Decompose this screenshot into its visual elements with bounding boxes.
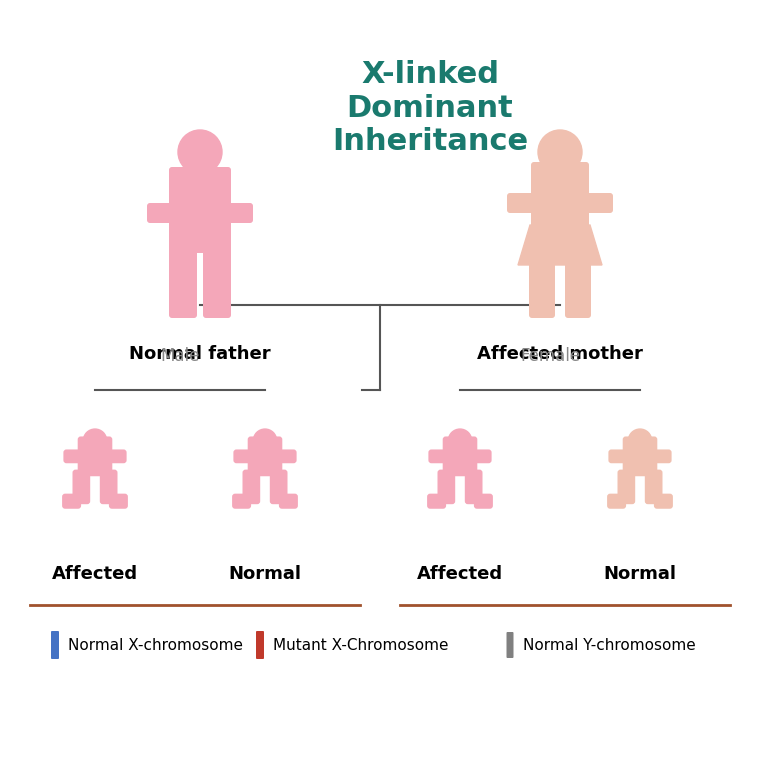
FancyBboxPatch shape (562, 183, 570, 217)
Circle shape (538, 130, 582, 174)
Circle shape (83, 429, 107, 452)
FancyBboxPatch shape (169, 167, 231, 253)
FancyBboxPatch shape (617, 470, 636, 504)
FancyBboxPatch shape (190, 183, 198, 217)
FancyBboxPatch shape (267, 439, 273, 461)
Text: Affected mother: Affected mother (477, 345, 643, 363)
FancyBboxPatch shape (169, 244, 197, 318)
FancyBboxPatch shape (427, 494, 446, 508)
Text: Male: Male (160, 347, 200, 365)
FancyBboxPatch shape (105, 449, 126, 464)
FancyBboxPatch shape (529, 260, 555, 318)
FancyBboxPatch shape (257, 437, 264, 463)
FancyBboxPatch shape (645, 470, 662, 504)
Text: Affected: Affected (417, 565, 503, 583)
FancyBboxPatch shape (650, 449, 671, 464)
FancyBboxPatch shape (203, 244, 231, 318)
FancyBboxPatch shape (474, 494, 493, 508)
Text: X-linked
Dominant
Inheritance: X-linked Dominant Inheritance (332, 60, 528, 157)
Text: Affected: Affected (52, 565, 138, 583)
FancyBboxPatch shape (465, 470, 482, 504)
Text: Female: Female (520, 347, 580, 365)
Circle shape (253, 429, 277, 452)
Circle shape (629, 429, 652, 452)
FancyBboxPatch shape (550, 183, 558, 217)
FancyBboxPatch shape (623, 436, 658, 477)
FancyBboxPatch shape (97, 439, 103, 461)
FancyBboxPatch shape (248, 436, 282, 477)
FancyBboxPatch shape (462, 437, 469, 463)
FancyBboxPatch shape (279, 494, 298, 508)
Text: Mutant X-Chromosome: Mutant X-Chromosome (273, 638, 449, 653)
FancyBboxPatch shape (607, 494, 626, 508)
FancyBboxPatch shape (270, 470, 287, 504)
Text: Normal X-chromosome: Normal X-chromosome (68, 638, 243, 653)
Text: Normal: Normal (229, 565, 302, 583)
FancyBboxPatch shape (531, 162, 589, 228)
Text: Normal father: Normal father (130, 345, 271, 363)
FancyBboxPatch shape (608, 449, 630, 464)
Text: Normal: Normal (604, 565, 677, 583)
Circle shape (178, 130, 222, 174)
FancyBboxPatch shape (51, 631, 59, 659)
FancyBboxPatch shape (470, 449, 491, 464)
FancyBboxPatch shape (233, 449, 255, 464)
FancyBboxPatch shape (87, 437, 94, 463)
FancyBboxPatch shape (109, 494, 128, 508)
FancyBboxPatch shape (72, 470, 90, 504)
FancyBboxPatch shape (78, 436, 112, 477)
FancyBboxPatch shape (100, 470, 117, 504)
FancyBboxPatch shape (583, 193, 613, 213)
FancyBboxPatch shape (62, 494, 81, 508)
FancyBboxPatch shape (632, 437, 639, 463)
FancyBboxPatch shape (443, 436, 477, 477)
FancyBboxPatch shape (565, 260, 591, 318)
FancyBboxPatch shape (256, 631, 264, 659)
FancyBboxPatch shape (232, 494, 251, 508)
FancyBboxPatch shape (437, 470, 455, 504)
Text: Normal Y-chromosome: Normal Y-chromosome (523, 638, 696, 653)
FancyBboxPatch shape (242, 470, 260, 504)
FancyBboxPatch shape (203, 185, 210, 215)
FancyBboxPatch shape (147, 203, 175, 223)
Circle shape (448, 429, 472, 452)
FancyBboxPatch shape (275, 449, 296, 464)
Polygon shape (518, 225, 602, 265)
FancyBboxPatch shape (225, 203, 253, 223)
FancyBboxPatch shape (642, 437, 648, 463)
FancyBboxPatch shape (452, 437, 459, 463)
FancyBboxPatch shape (63, 449, 85, 464)
FancyBboxPatch shape (428, 449, 450, 464)
FancyBboxPatch shape (507, 632, 514, 658)
FancyBboxPatch shape (507, 193, 537, 213)
FancyBboxPatch shape (654, 494, 673, 508)
